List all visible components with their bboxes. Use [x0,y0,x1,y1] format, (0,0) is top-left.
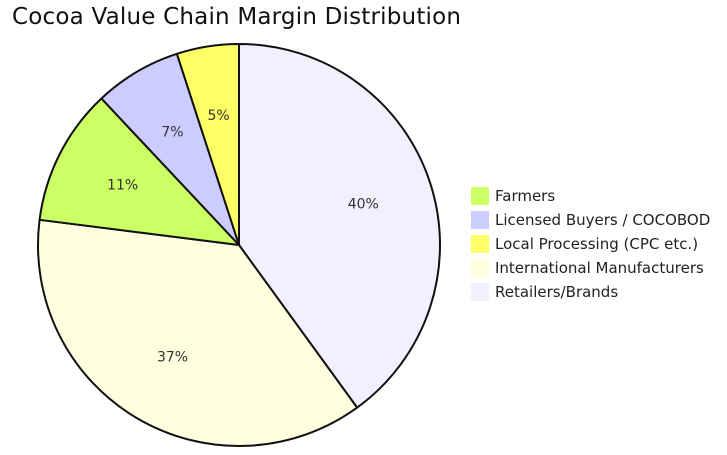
pie-slice-farmers[interactable] [38,97,240,246]
legend-item-international-manufacturers[interactable]: International Manufacturers [471,256,725,280]
legend-item-retailers-brands[interactable]: Retailers/Brands [471,280,725,304]
pie-slice-retailers-brands[interactable] [238,43,441,409]
pie-slice-local-processing-cpc-etc[interactable] [175,43,240,246]
legend-swatch [471,187,489,205]
legend-swatch [471,259,489,277]
legend-item-local-processing[interactable]: Local Processing (CPC etc.) [471,232,725,256]
legend: Farmers Licensed Buyers / COCOBOD Local … [471,184,725,304]
slice-label-licensed-buyers-cocobod: 7% [161,125,183,141]
legend-swatch [471,235,489,253]
slice-label-farmers: 11% [107,178,138,194]
legend-label: Retailers/Brands [495,283,619,301]
pie-slice-international-manufacturers[interactable] [37,218,359,447]
legend-item-farmers[interactable]: Farmers [471,184,725,208]
legend-label: Local Processing (CPC etc.) [495,235,699,253]
slice-label-local-processing-cpc-etc: 5% [207,108,229,124]
slice-label-international-manufacturers: 37% [157,350,188,366]
legend-swatch [471,211,489,229]
legend-item-licensed-buyers[interactable]: Licensed Buyers / COCOBOD [471,208,725,232]
legend-label: Licensed Buyers / COCOBOD [495,211,711,229]
legend-label: International Manufacturers [495,259,704,277]
slice-label-retailers-brands: 40% [348,197,379,213]
legend-label: Farmers [495,187,556,205]
chart-title: Cocoa Value Chain Margin Distribution [12,4,462,30]
legend-swatch [471,283,489,301]
